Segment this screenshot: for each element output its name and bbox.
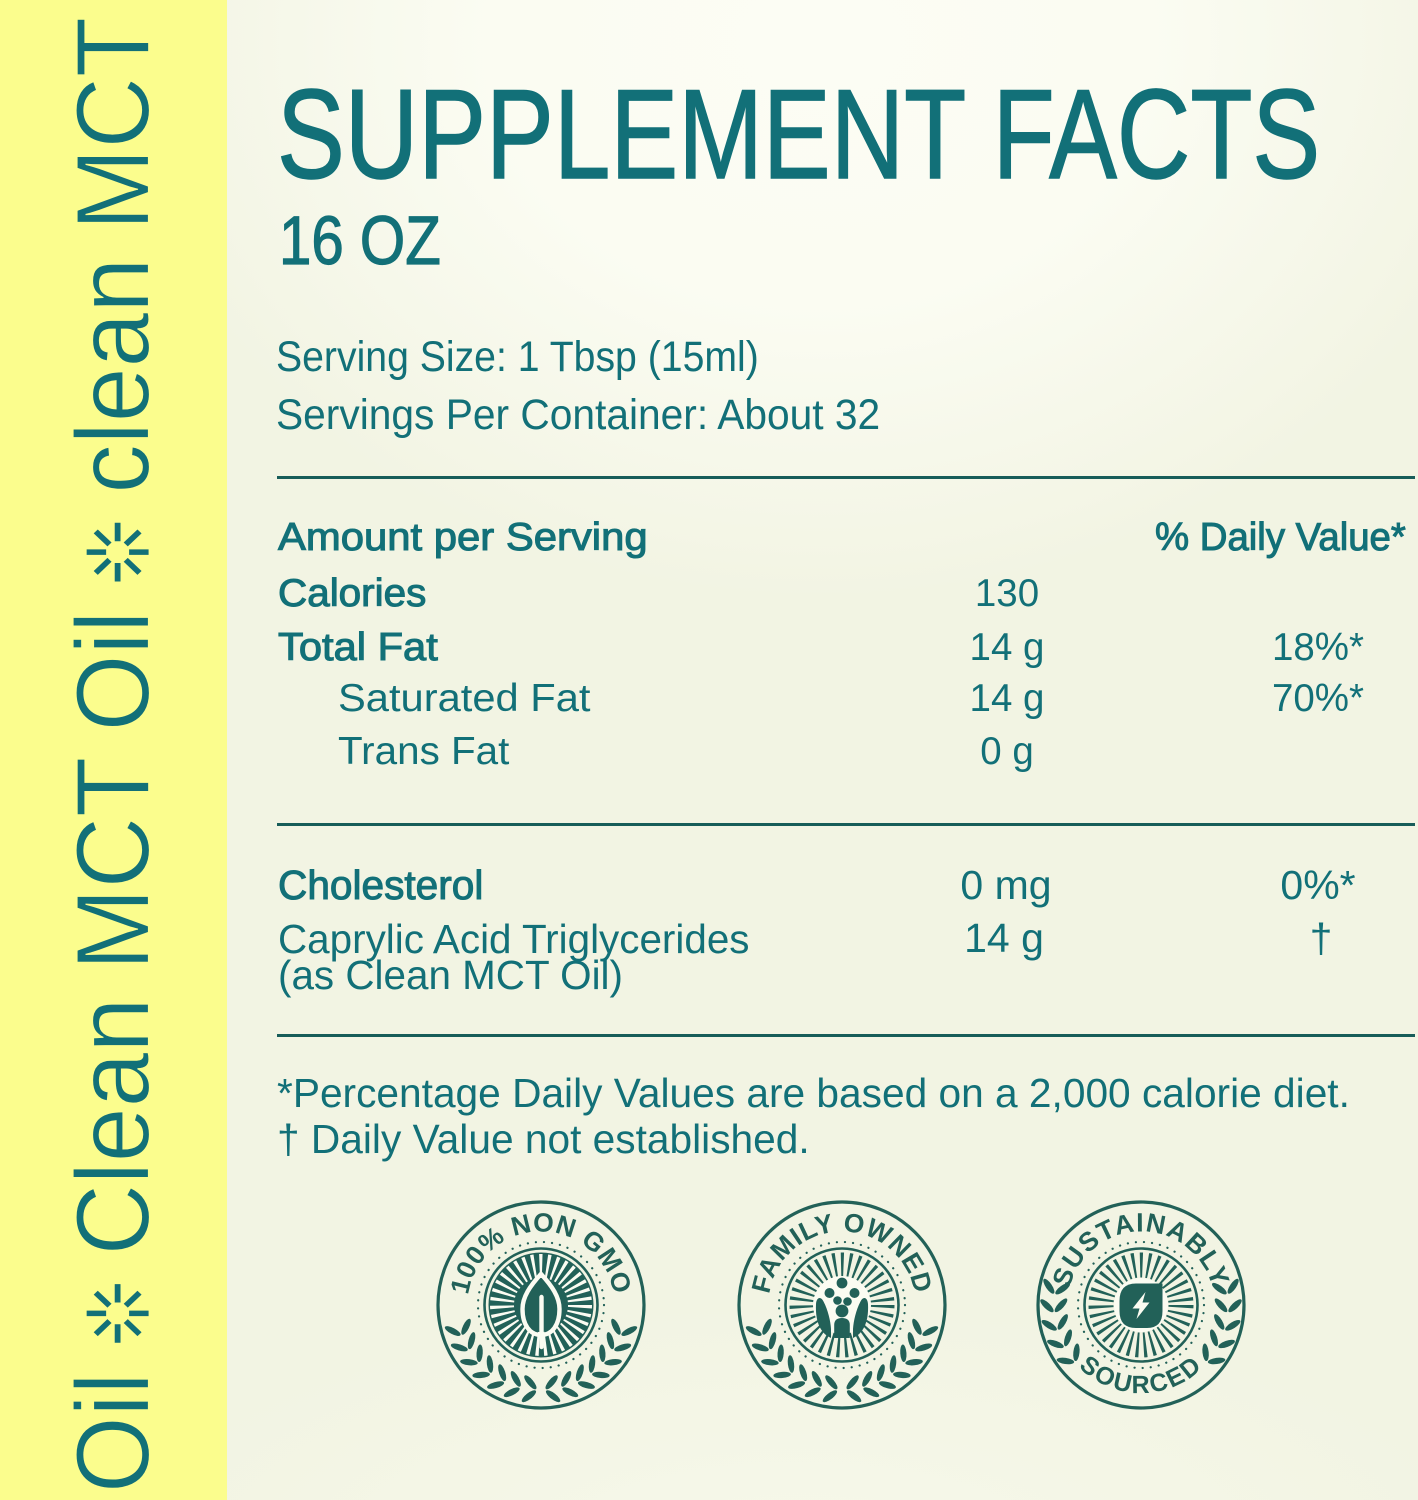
svg-text:SOURCED: SOURCED <box>1074 1350 1207 1399</box>
